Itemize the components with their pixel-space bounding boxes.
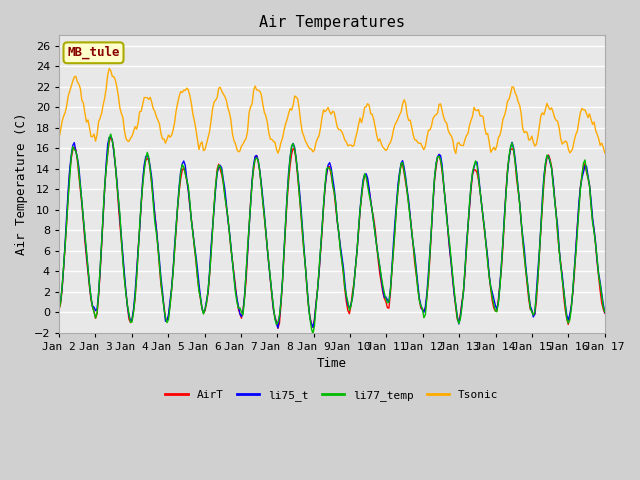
- AirT: [237, 315, 245, 321]
- Tsonic: [573, 128, 581, 134]
- li77_temp: [601, 309, 609, 315]
- AirT: [124, 304, 131, 310]
- Tsonic: [220, 91, 227, 96]
- Legend: AirT, li75_t, li77_temp, Tsonic: AirT, li75_t, li77_temp, Tsonic: [161, 385, 503, 406]
- Text: MB_tule: MB_tule: [67, 46, 120, 60]
- AirT: [573, 223, 581, 228]
- Y-axis label: Air Temperature (C): Air Temperature (C): [15, 113, 28, 255]
- AirT: [107, 134, 115, 140]
- li77_temp: [55, 306, 63, 312]
- li77_temp: [573, 229, 581, 235]
- li77_temp: [124, 303, 131, 309]
- Tsonic: [247, 104, 255, 110]
- Tsonic: [237, 144, 245, 149]
- li77_temp: [247, 202, 255, 208]
- Tsonic: [124, 138, 131, 144]
- Tsonic: [601, 150, 609, 156]
- li77_temp: [220, 179, 227, 185]
- li75_t: [274, 325, 282, 331]
- li75_t: [237, 313, 245, 319]
- li75_t: [297, 202, 305, 208]
- li75_t: [247, 200, 255, 205]
- li77_temp: [296, 191, 303, 196]
- li75_t: [124, 304, 131, 310]
- AirT: [220, 180, 227, 186]
- AirT: [55, 306, 63, 312]
- Tsonic: [296, 106, 303, 112]
- AirT: [247, 199, 255, 205]
- li77_temp: [237, 309, 245, 315]
- li77_temp: [107, 131, 115, 137]
- AirT: [274, 325, 282, 331]
- li77_temp: [309, 331, 317, 337]
- Tsonic: [106, 66, 113, 72]
- AirT: [297, 209, 305, 215]
- li75_t: [55, 302, 63, 308]
- X-axis label: Time: Time: [317, 357, 347, 370]
- li75_t: [601, 310, 609, 315]
- li75_t: [573, 223, 581, 228]
- AirT: [601, 311, 609, 316]
- li75_t: [107, 134, 115, 140]
- Line: AirT: AirT: [59, 137, 605, 328]
- Line: li77_temp: li77_temp: [59, 134, 605, 334]
- Line: li75_t: li75_t: [59, 137, 605, 328]
- Tsonic: [55, 135, 63, 141]
- Title: Air Temperatures: Air Temperatures: [259, 15, 405, 30]
- li75_t: [220, 176, 227, 182]
- Tsonic: [452, 151, 460, 156]
- Line: Tsonic: Tsonic: [59, 69, 605, 154]
